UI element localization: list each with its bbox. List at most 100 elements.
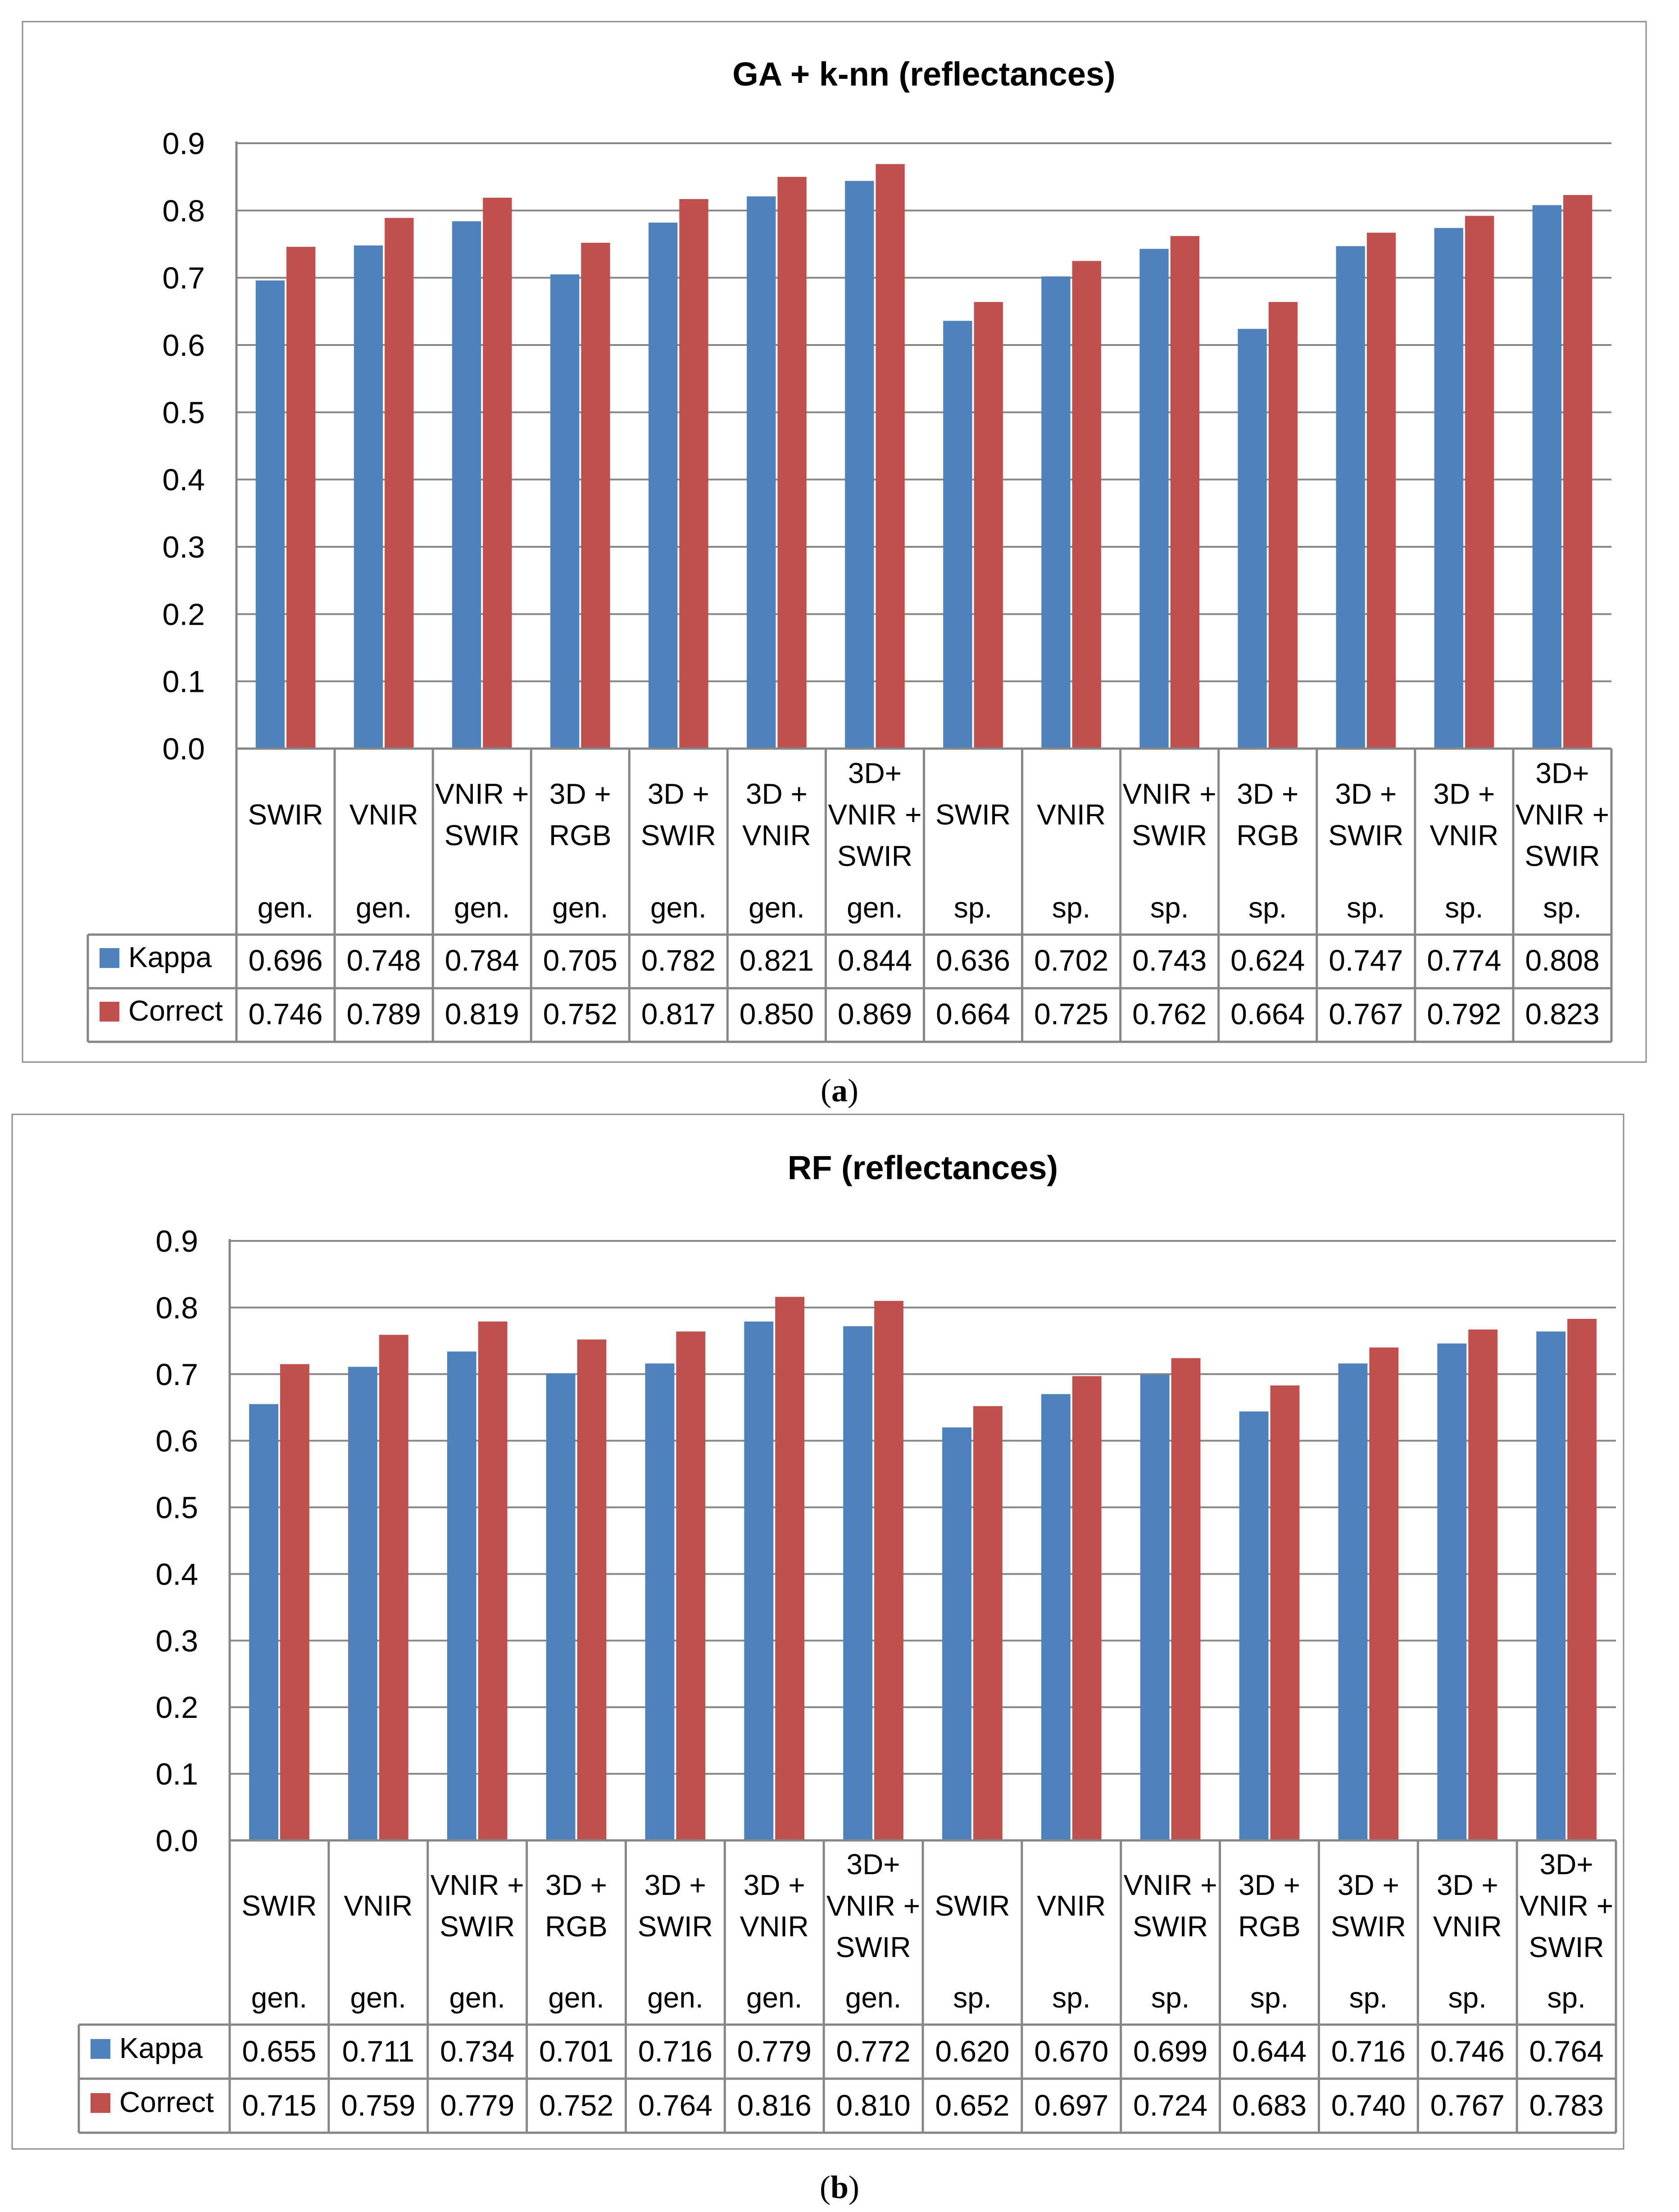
chart-b-category-label: 3D +: [1338, 1869, 1399, 1901]
chart-b-data-label-correct: 0.652: [935, 2089, 1009, 2122]
chart-b-group-label: gen.: [746, 1981, 803, 2014]
chart-b-data-label-kappa: 0.734: [440, 2035, 514, 2068]
chart-a-bar-correct: [1465, 216, 1494, 749]
chart-b-bar-kappa: [942, 1427, 971, 1840]
chart-a-bar-kappa: [1434, 228, 1463, 749]
chart-b-data-label-correct: 0.764: [638, 2089, 712, 2122]
chart-a-ytick-label: 0.4: [162, 463, 205, 497]
chart-a-data-label-kappa: 0.784: [445, 944, 519, 977]
chart-a-group-label: gen.: [552, 891, 608, 924]
chart-a-data-label-kappa: 0.844: [838, 944, 912, 977]
chart-b-data-label-kappa: 0.772: [836, 2035, 910, 2068]
chart-b-bar-correct: [1072, 1376, 1102, 1840]
chart-a-ytick-label: 0.0: [162, 732, 205, 766]
caption-a-letter: a: [831, 1072, 848, 1108]
chart-b-bar-correct: [379, 1335, 408, 1840]
chart-a-data-label-correct: 0.817: [641, 997, 716, 1031]
chart-a-data-label-correct: 0.819: [445, 997, 519, 1031]
chart-b-legend-swatch-kappa: [91, 2039, 110, 2059]
chart-a-bar-kappa: [943, 321, 972, 749]
chart-a-bar-correct: [974, 302, 1003, 749]
chart-a-bar-kappa: [255, 280, 285, 749]
chart-a-group-label: sp.: [1052, 891, 1090, 924]
chart-a-bar-correct: [483, 197, 512, 749]
chart-b-data-label-kappa: 0.701: [539, 2035, 613, 2068]
chart-a-data-label-correct: 0.762: [1132, 997, 1207, 1031]
chart-b-group-label: sp.: [1151, 1981, 1189, 2014]
chart-a-group-label: sp.: [1543, 891, 1581, 924]
chart-b-category-label: SWIR: [440, 1910, 515, 1943]
chart-b-group-label: sp.: [1250, 1981, 1289, 2014]
chart-b-bar-kappa: [546, 1373, 576, 1840]
chart-b-group-label: sp.: [1349, 1981, 1388, 2014]
chart-b-bar-correct: [1270, 1385, 1300, 1840]
chart-a-category-label: RGB: [549, 819, 612, 852]
chart-a-bar-correct: [876, 164, 905, 749]
chart-a-category-label: SWIR: [1132, 819, 1207, 852]
chart-b-title: RF (reflectances): [788, 1149, 1058, 1186]
chart-a-category-label: VNIR +: [828, 799, 921, 831]
chart-a-category-label: VNIR: [1037, 799, 1106, 831]
chart-a-data-label-kappa: 0.624: [1230, 944, 1305, 977]
chart-a-data-label-correct: 0.725: [1034, 997, 1108, 1031]
chart-a-category-label: SWIR: [837, 840, 912, 872]
chart-b-legend-swatch-correct: [91, 2093, 110, 2113]
chart-b-group-label: gen.: [350, 1981, 407, 2014]
chart-a-data-label-kappa: 0.747: [1329, 944, 1403, 977]
chart-a-bar-correct: [1072, 261, 1101, 749]
chart-b-bar-correct: [1567, 1319, 1597, 1840]
chart-b-bar-correct: [1468, 1329, 1498, 1840]
chart-b-bar-kappa: [744, 1321, 774, 1840]
chart-b-category-label: 3D+: [1539, 1848, 1593, 1880]
chart-a-category-label: 3D +: [648, 778, 709, 810]
chart-b-ytick-label: 0.2: [155, 1690, 198, 1725]
chart-b-category-label: VNIR +: [826, 1890, 920, 1922]
chart-a-bar-correct: [581, 243, 610, 749]
chart-b-data-label-correct: 0.683: [1232, 2089, 1307, 2122]
chart-a-ytick-label: 0.8: [162, 194, 205, 228]
chart-b-group-label: gen.: [251, 1981, 308, 2014]
chart-b-data-label-correct: 0.767: [1430, 2089, 1505, 2122]
chart-a-ytick-label: 0.2: [162, 597, 205, 631]
chart-a-data-label-kappa: 0.808: [1525, 944, 1599, 977]
chart-b-data-label-kappa: 0.644: [1232, 2035, 1307, 2068]
chart-b-bar-kappa: [1437, 1343, 1467, 1840]
chart-a-group-label: sp.: [1248, 891, 1287, 924]
chart-a-category-label: VNIR: [1429, 819, 1498, 852]
chart-b-category-label: SWIR: [1133, 1910, 1208, 1943]
chart-b-category-label: SWIR: [836, 1931, 911, 1963]
chart-a-data-label-kappa: 0.748: [347, 944, 421, 977]
chart-b-data-label-kappa: 0.716: [638, 2035, 712, 2068]
chart-a-ytick-label: 0.5: [162, 395, 205, 430]
chart-a-bar-correct: [679, 199, 708, 749]
chart-b-ytick-label: 0.0: [155, 1824, 198, 1858]
chart-a-data-label-kappa: 0.705: [543, 944, 617, 977]
chart-b-frame: [11, 1113, 1625, 2150]
chart-b-bar-kappa: [1041, 1394, 1071, 1840]
chart-b-bar-correct: [1369, 1347, 1399, 1840]
chart-a-category-label: 3D+: [1535, 757, 1589, 790]
chart-a-bar-kappa: [354, 245, 383, 749]
chart-a-title: GA + k-nn (reflectances): [732, 55, 1116, 93]
chart-b-group-label: sp.: [1547, 1981, 1585, 2014]
chart-a-category-label: VNIR: [349, 799, 418, 831]
chart-b-data-label-correct: 0.715: [242, 2089, 316, 2122]
chart-a-group-label: gen.: [847, 891, 903, 924]
chart-a-bar-kappa: [1139, 249, 1169, 749]
chart-b-data-label-kappa: 0.746: [1430, 2035, 1505, 2068]
chart-b-bar-kappa: [1140, 1375, 1170, 1840]
chart-a-category-label: VNIR: [742, 819, 811, 852]
chart-a-category-label: SWIR: [641, 819, 716, 852]
chart-a-ytick-label: 0.7: [162, 261, 205, 295]
chart-a-group-label: gen.: [258, 891, 314, 924]
chart-a-category-label: 3D +: [1335, 778, 1397, 810]
caption-b-letter: b: [830, 2169, 849, 2205]
chart-a-group-label: sp.: [1445, 891, 1483, 924]
chart-a-bar-correct: [1563, 195, 1593, 749]
chart-a-group-label: gen.: [650, 891, 707, 924]
chart-b-bar-correct: [676, 1331, 706, 1840]
chart-b-data-label-kappa: 0.779: [737, 2035, 812, 2068]
chart-b-bar-kappa: [645, 1363, 675, 1840]
chart-a-data-label-correct: 0.823: [1525, 997, 1599, 1031]
